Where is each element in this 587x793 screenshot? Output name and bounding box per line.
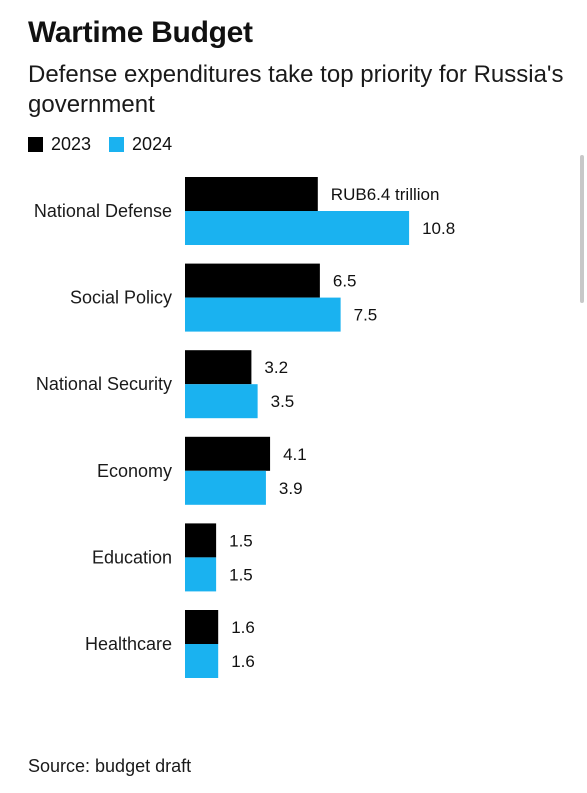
- category-label-economy: Economy: [97, 461, 172, 481]
- bar-2024-economy: [185, 470, 266, 505]
- value-label-2024-national-security: 3.5: [271, 392, 295, 411]
- value-label-2023-economy: 4.1: [283, 445, 307, 464]
- category-label-education: Education: [92, 547, 172, 567]
- value-label-2023-healthcare: 1.6: [231, 618, 255, 637]
- legend: 2023 2024: [28, 134, 190, 155]
- bar-2024-healthcare: [185, 644, 219, 678]
- value-label-2024-healthcare: 1.6: [231, 652, 255, 671]
- legend-label-2024: 2024: [132, 134, 173, 154]
- bar-2023-national-defense: [185, 177, 318, 211]
- source-note: Source: budget draft: [28, 756, 192, 776]
- category-label-social-policy: Social Policy: [70, 288, 172, 308]
- bar-2024-national-security: [185, 384, 258, 419]
- value-label-2024-social-policy: 7.5: [354, 306, 378, 325]
- legend-item-2023: 2023: [28, 134, 91, 155]
- bar-2024-education: [185, 557, 217, 592]
- value-label-2023-national-defense: RUB6.4 trillion: [331, 185, 440, 204]
- legend-item-2024: 2024: [109, 134, 172, 155]
- value-label-2024-education: 1.5: [229, 565, 253, 584]
- scrollbar[interactable]: [580, 155, 584, 303]
- bar-2023-economy: [185, 436, 271, 471]
- bar-2024-national-defense: [185, 211, 410, 245]
- bar-2023-healthcare: [185, 610, 219, 644]
- value-label-2023-national-security: 3.2: [264, 358, 288, 377]
- legend-swatch-2024: [109, 137, 125, 152]
- legend-label-2023: 2023: [51, 134, 92, 154]
- value-label-2024-national-defense: 10.8: [422, 219, 455, 238]
- bar-2023-education: [185, 523, 217, 558]
- bar-2023-national-security: [185, 350, 252, 385]
- category-label-healthcare: Healthcare: [85, 634, 172, 654]
- category-label-national-security: National Security: [36, 374, 172, 394]
- bar-2024-social-policy: [185, 297, 341, 332]
- chart-subtitle: Defense expenditures take top priority f…: [28, 61, 564, 118]
- value-label-2023-social-policy: 6.5: [333, 272, 357, 291]
- legend-swatch-2023: [28, 137, 43, 152]
- bar-2023-social-policy: [185, 263, 320, 298]
- bar-chart: National Defense RUB6.4 trillion 10.8 Socia…: [34, 177, 455, 678]
- chart-title: Wartime Budget: [28, 16, 253, 49]
- category-label-national-defense: National Defense: [34, 201, 172, 221]
- value-label-2024-economy: 3.9: [279, 479, 303, 498]
- value-label-2023-education: 1.5: [229, 531, 253, 550]
